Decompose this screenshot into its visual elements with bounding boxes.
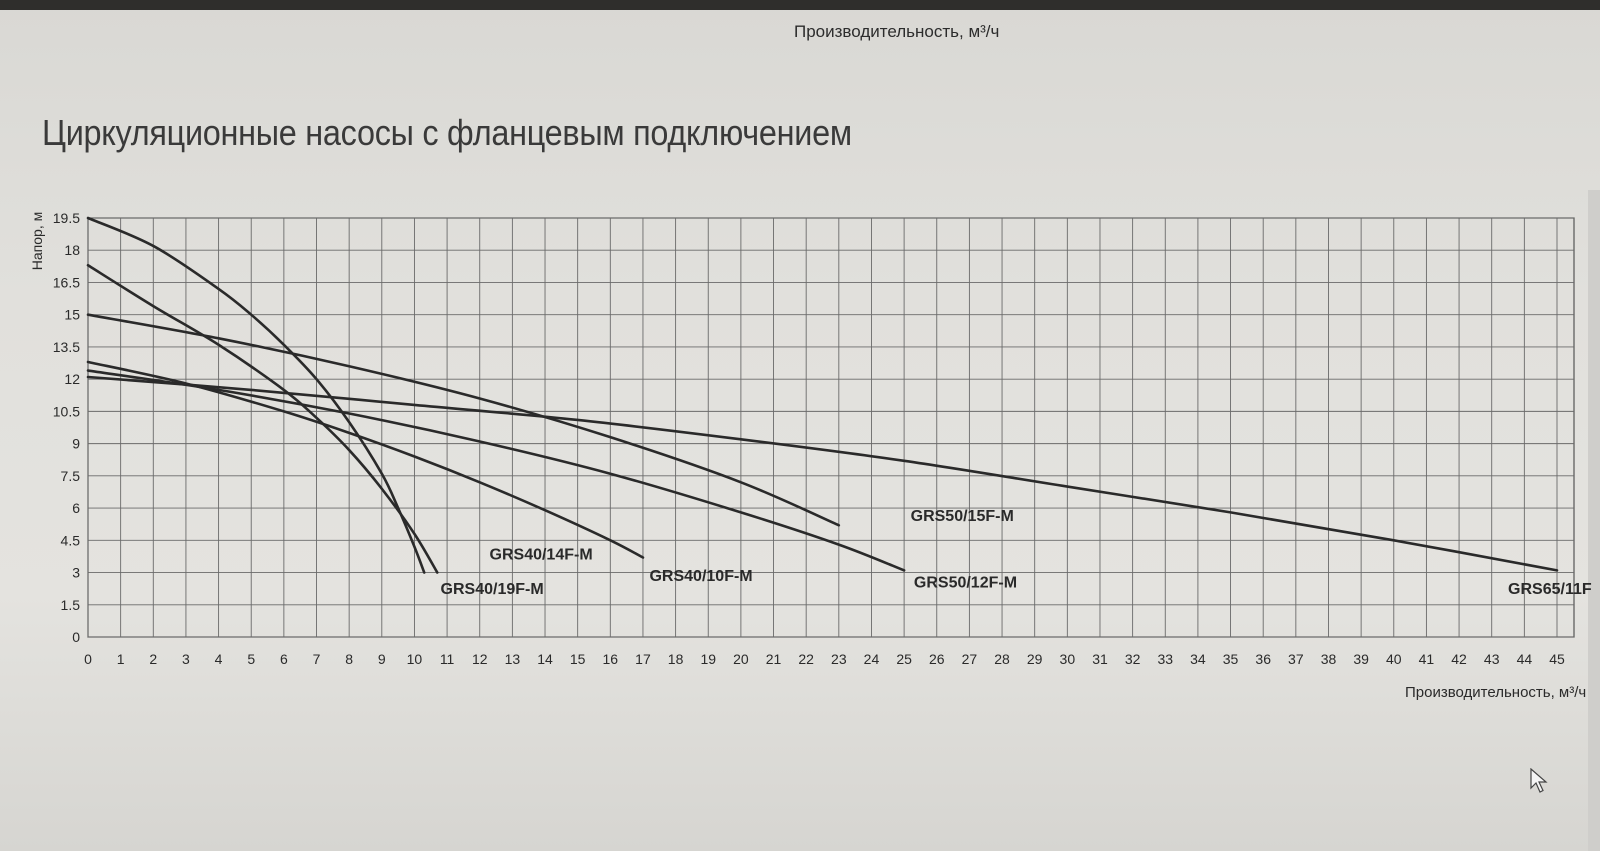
x-axis-label: Производительность, м³/ч xyxy=(1405,684,1586,701)
x-tick-label: 7 xyxy=(313,651,321,667)
y-tick-label: 18 xyxy=(64,242,80,258)
x-tick-label: 24 xyxy=(864,651,880,667)
x-tick-label: 45 xyxy=(1549,651,1565,667)
x-tick-label: 26 xyxy=(929,651,945,667)
x-tick-label: 8 xyxy=(345,651,353,667)
x-tick-label: 13 xyxy=(505,651,521,667)
x-tick-label: 42 xyxy=(1451,651,1467,667)
x-tick-label: 20 xyxy=(733,651,749,667)
x-tick-label: 30 xyxy=(1060,651,1076,667)
x-tick-label: 44 xyxy=(1517,651,1533,667)
y-tick-label: 0 xyxy=(72,629,80,645)
x-tick-label: 10 xyxy=(407,651,423,667)
x-tick-label: 25 xyxy=(896,651,912,667)
x-tick-label: 33 xyxy=(1157,651,1173,667)
y-tick-label: 9 xyxy=(72,436,80,452)
x-tick-label: 31 xyxy=(1092,651,1108,667)
x-tick-label: 18 xyxy=(668,651,684,667)
y-tick-label: 13.5 xyxy=(53,339,80,355)
y-tick-label: 10.5 xyxy=(53,403,80,419)
x-tick-label: 4 xyxy=(215,651,223,667)
y-tick-label: 1.5 xyxy=(61,597,81,613)
x-tick-label: 23 xyxy=(831,651,847,667)
y-tick-label: 7.5 xyxy=(61,468,81,484)
series-line-grs50-15f-m xyxy=(86,313,841,527)
x-tick-label: 1 xyxy=(117,651,125,667)
x-tick-label: 36 xyxy=(1255,651,1271,667)
x-tick-label: 40 xyxy=(1386,651,1402,667)
series-label: GRS50/15F-M xyxy=(911,508,1014,525)
x-tick-label: 37 xyxy=(1288,651,1304,667)
x-tick-label: 41 xyxy=(1419,651,1435,667)
y-tick-label: 4.5 xyxy=(61,532,81,548)
x-tick-label: 2 xyxy=(149,651,157,667)
x-tick-label: 21 xyxy=(766,651,782,667)
x-tick-label: 0 xyxy=(84,651,92,667)
series-labels: GRS40/19F-M GRS40/14F-M GRS40/10F-M GRS50/1… xyxy=(441,508,1592,598)
x-tick-label: 17 xyxy=(635,651,651,667)
x-tick-label: 11 xyxy=(440,651,455,667)
x-tick-label: 16 xyxy=(603,651,619,667)
series-label: GRS40/10F-M xyxy=(649,568,752,585)
series-line-grs50-12f-m xyxy=(86,369,906,572)
series-line-grs65-11f xyxy=(86,375,1559,572)
x-tick-labels: 0 1 2 3 4 5 6 7 8 9 10 11 12 13 14 15 16 17 18 19 20 21 22 23 24… xyxy=(84,651,1565,667)
y-tick-labels: 0 1.5 3 4.5 6 7.5 9 10.5 12 13.5 15 16.5 18 19.5 xyxy=(53,210,80,645)
chart-grid xyxy=(87,217,1575,638)
x-tick-label: 9 xyxy=(378,651,386,667)
y-tick-label: 3 xyxy=(72,565,80,581)
x-tick-label: 22 xyxy=(798,651,814,667)
chart-title: Циркуляционные насосы с фланцевым подклю… xyxy=(42,112,852,153)
mouse-cursor-icon xyxy=(1530,768,1548,793)
x-tick-label: 6 xyxy=(280,651,288,667)
series-label: GRS40/19F-M xyxy=(441,581,544,598)
y-axis-label: Напор, м xyxy=(29,212,45,270)
x-tick-label: 39 xyxy=(1353,651,1369,667)
x-tick-label: 12 xyxy=(472,651,488,667)
series-line-grs40-14f-m xyxy=(86,263,439,574)
top-axis-caption: Производительность, м³/ч xyxy=(794,22,1000,41)
y-tick-label: 19.5 xyxy=(53,210,80,226)
y-tick-label: 6 xyxy=(72,500,80,516)
pump-curves xyxy=(86,216,1559,574)
x-tick-label: 3 xyxy=(182,651,190,667)
x-tick-label: 38 xyxy=(1321,651,1337,667)
x-tick-label: 14 xyxy=(537,651,553,667)
screen-top-bar xyxy=(0,0,1600,10)
x-tick-label: 34 xyxy=(1190,651,1206,667)
x-tick-label: 29 xyxy=(1027,651,1043,667)
y-tick-label: 15 xyxy=(64,307,80,323)
y-tick-label: 12 xyxy=(64,371,80,387)
x-tick-label: 32 xyxy=(1125,651,1141,667)
y-tick-label: 16.5 xyxy=(53,274,80,290)
x-tick-label: 43 xyxy=(1484,651,1500,667)
page-right-edge xyxy=(1588,190,1600,851)
series-label: GRS40/14F-M xyxy=(490,547,593,564)
x-tick-label: 27 xyxy=(962,651,978,667)
x-tick-label: 35 xyxy=(1223,651,1239,667)
x-tick-label: 15 xyxy=(570,651,586,667)
x-tick-label: 5 xyxy=(247,651,255,667)
series-label: GRS65/11F xyxy=(1508,581,1592,598)
series-label: GRS50/12F-M xyxy=(914,575,1017,592)
x-tick-label: 28 xyxy=(994,651,1010,667)
x-tick-label: 19 xyxy=(700,651,716,667)
plot-frame xyxy=(87,217,1575,638)
